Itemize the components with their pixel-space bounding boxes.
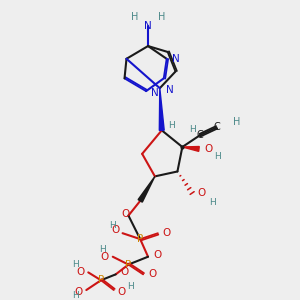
Text: C: C: [213, 122, 220, 132]
Text: O: O: [163, 228, 171, 238]
Text: O: O: [122, 208, 130, 219]
Text: H: H: [189, 125, 196, 134]
Text: H: H: [209, 198, 215, 207]
Text: O: O: [204, 144, 212, 154]
Text: H: H: [72, 260, 79, 269]
Text: N: N: [144, 22, 152, 32]
Text: O: O: [100, 252, 109, 262]
Text: N: N: [172, 54, 179, 64]
Text: O: O: [74, 287, 82, 297]
Polygon shape: [159, 88, 164, 130]
Text: H: H: [214, 152, 220, 161]
Text: H: H: [168, 121, 175, 130]
Text: H: H: [233, 116, 241, 127]
Text: N: N: [151, 88, 159, 98]
Polygon shape: [138, 176, 155, 202]
Text: O: O: [197, 188, 205, 198]
Text: O: O: [153, 250, 161, 260]
Text: H: H: [130, 12, 138, 22]
Text: H: H: [110, 221, 116, 230]
Text: P: P: [137, 234, 143, 244]
Text: C: C: [196, 130, 203, 140]
Text: H: H: [158, 12, 165, 22]
Text: O: O: [111, 225, 120, 235]
Text: H: H: [100, 245, 106, 254]
Text: O: O: [121, 267, 129, 278]
Text: P: P: [125, 260, 132, 270]
Polygon shape: [182, 146, 199, 152]
Text: H: H: [72, 291, 79, 300]
Text: N: N: [166, 85, 173, 95]
Text: P: P: [98, 275, 104, 285]
Text: H: H: [128, 282, 134, 291]
Text: O: O: [118, 287, 126, 297]
Text: O: O: [76, 267, 84, 278]
Text: O: O: [148, 269, 156, 279]
